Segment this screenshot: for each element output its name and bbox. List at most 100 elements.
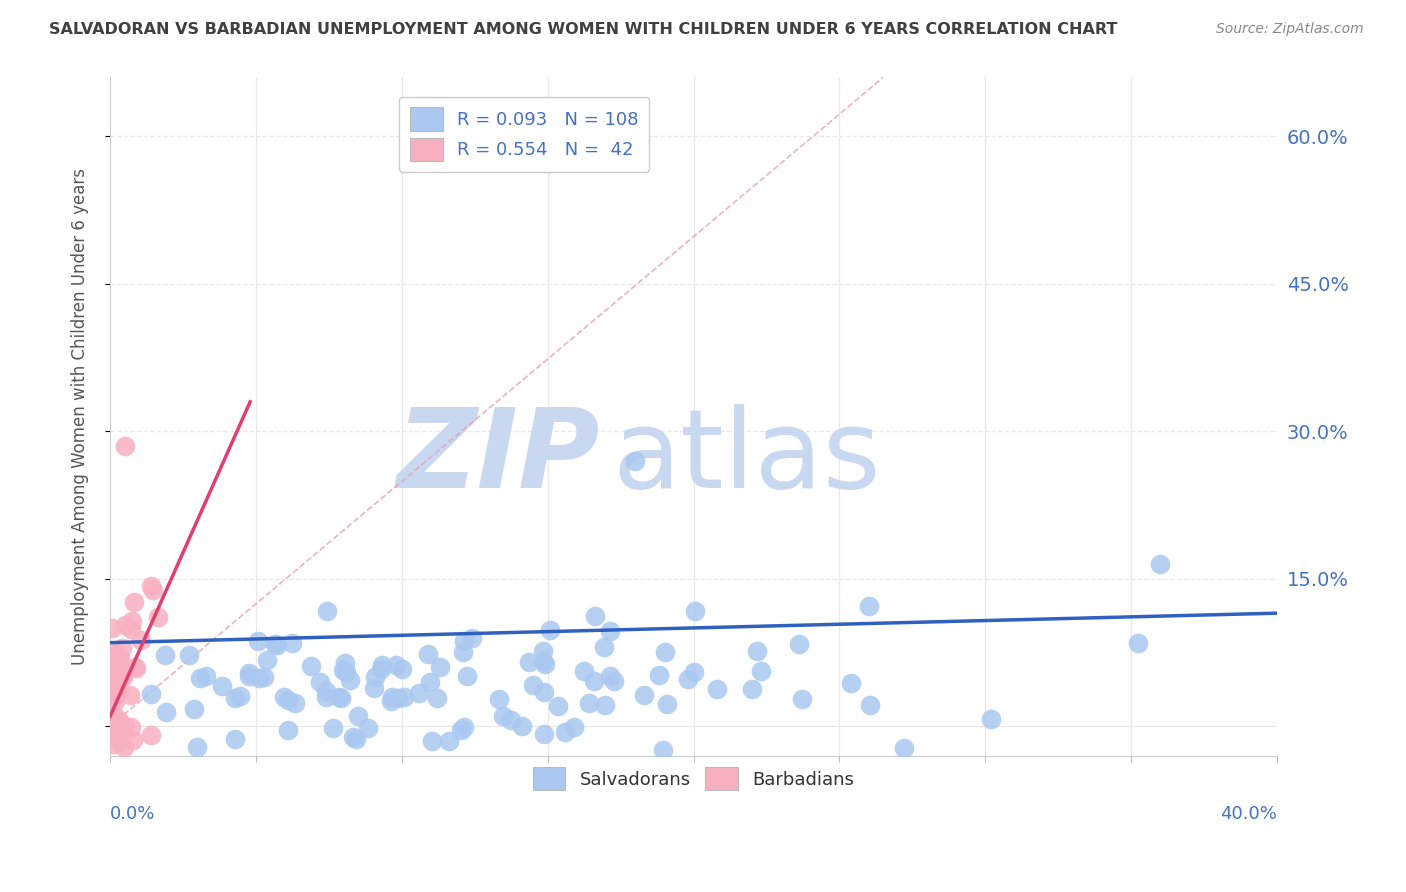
Point bbox=[104, 722, 127, 736]
Point bbox=[186, 740, 208, 755]
Point bbox=[599, 624, 621, 638]
Point bbox=[554, 725, 576, 739]
Text: ZIP: ZIP bbox=[396, 404, 600, 511]
Point bbox=[277, 723, 299, 738]
Point bbox=[105, 688, 128, 702]
Point bbox=[229, 690, 252, 704]
Point bbox=[682, 665, 704, 680]
Point bbox=[103, 645, 125, 659]
Point bbox=[155, 705, 177, 719]
Point bbox=[280, 636, 302, 650]
Point bbox=[346, 709, 368, 723]
Point bbox=[284, 697, 307, 711]
Point bbox=[583, 609, 606, 624]
Point bbox=[108, 649, 131, 664]
Point bbox=[104, 669, 127, 683]
Point bbox=[492, 709, 515, 723]
Point bbox=[451, 645, 474, 659]
Point bbox=[980, 712, 1002, 726]
Point bbox=[111, 670, 134, 684]
Point bbox=[648, 667, 671, 681]
Point bbox=[437, 733, 460, 747]
Point bbox=[195, 669, 218, 683]
Point bbox=[247, 671, 270, 685]
Point bbox=[110, 657, 132, 672]
Point bbox=[416, 647, 439, 661]
Point bbox=[499, 713, 522, 727]
Point bbox=[110, 661, 132, 675]
Point bbox=[859, 698, 882, 712]
Point bbox=[211, 679, 233, 693]
Point bbox=[104, 683, 127, 698]
Point bbox=[333, 656, 356, 670]
Point bbox=[453, 634, 475, 648]
Point bbox=[624, 454, 647, 468]
Point bbox=[121, 614, 143, 628]
Point bbox=[315, 690, 337, 705]
Point bbox=[599, 669, 621, 683]
Point bbox=[114, 439, 136, 453]
Text: 0.0%: 0.0% bbox=[110, 805, 156, 822]
Point bbox=[101, 621, 124, 635]
Point bbox=[108, 735, 131, 749]
Point bbox=[370, 662, 392, 676]
Point bbox=[142, 582, 165, 597]
Point bbox=[114, 618, 136, 632]
Point bbox=[419, 675, 441, 690]
Point bbox=[583, 673, 606, 688]
Point bbox=[330, 690, 353, 705]
Point bbox=[357, 721, 380, 735]
Legend: Salvadorans, Barbadians: Salvadorans, Barbadians bbox=[526, 760, 862, 797]
Point bbox=[364, 670, 387, 684]
Text: Source: ZipAtlas.com: Source: ZipAtlas.com bbox=[1216, 22, 1364, 37]
Point bbox=[120, 720, 142, 734]
Point bbox=[139, 728, 162, 742]
Point bbox=[124, 595, 146, 609]
Text: 40.0%: 40.0% bbox=[1220, 805, 1277, 822]
Point bbox=[335, 665, 357, 679]
Point bbox=[177, 648, 200, 663]
Point bbox=[120, 623, 142, 637]
Point bbox=[381, 690, 404, 704]
Point bbox=[741, 681, 763, 696]
Point bbox=[676, 672, 699, 686]
Point bbox=[392, 690, 415, 704]
Point bbox=[510, 719, 533, 733]
Point bbox=[593, 698, 616, 713]
Point bbox=[139, 687, 162, 701]
Point bbox=[125, 660, 148, 674]
Point bbox=[238, 669, 260, 683]
Point bbox=[488, 692, 510, 706]
Point bbox=[385, 657, 408, 672]
Point bbox=[253, 670, 276, 684]
Point bbox=[533, 685, 555, 699]
Point bbox=[538, 623, 561, 637]
Point bbox=[122, 733, 145, 747]
Point bbox=[273, 690, 295, 704]
Point bbox=[363, 681, 385, 696]
Point bbox=[103, 737, 125, 751]
Point bbox=[299, 658, 322, 673]
Point bbox=[839, 676, 862, 690]
Point bbox=[224, 690, 246, 705]
Point bbox=[453, 720, 475, 734]
Point bbox=[562, 720, 585, 734]
Point bbox=[420, 734, 443, 748]
Point bbox=[593, 640, 616, 655]
Point bbox=[256, 653, 278, 667]
Point bbox=[104, 694, 127, 708]
Point bbox=[108, 733, 131, 747]
Point bbox=[308, 674, 330, 689]
Point bbox=[429, 660, 451, 674]
Text: SALVADORAN VS BARBADIAN UNEMPLOYMENT AMONG WOMEN WITH CHILDREN UNDER 6 YEARS COR: SALVADORAN VS BARBADIAN UNEMPLOYMENT AMO… bbox=[49, 22, 1118, 37]
Point bbox=[380, 694, 402, 708]
Point bbox=[263, 637, 285, 651]
Point bbox=[114, 662, 136, 676]
Point bbox=[533, 657, 555, 672]
Point bbox=[893, 741, 915, 756]
Point bbox=[124, 659, 146, 673]
Point bbox=[107, 651, 129, 665]
Point bbox=[129, 633, 152, 648]
Point bbox=[745, 644, 768, 658]
Point bbox=[342, 730, 364, 744]
